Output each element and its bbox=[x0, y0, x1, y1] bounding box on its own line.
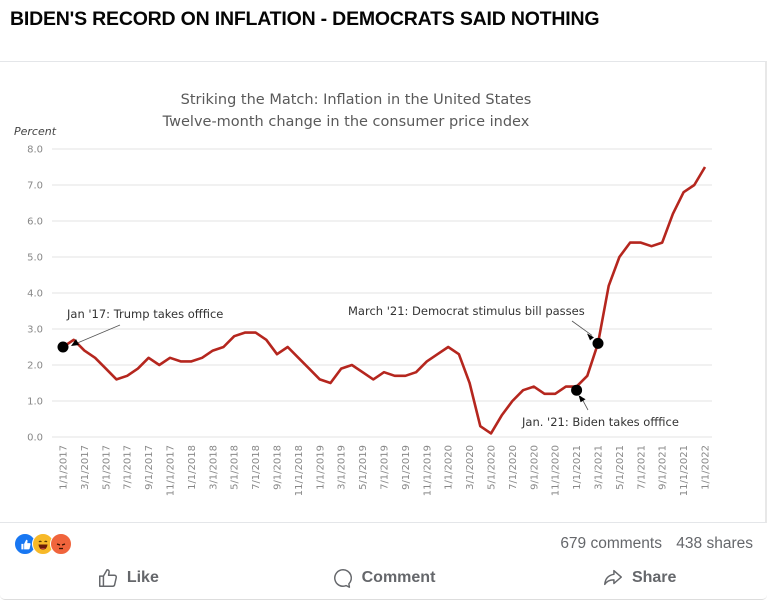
x-tick-label: 1/1/2020 bbox=[444, 445, 455, 490]
chart-image: Striking the Match: Inflation in the Uni… bbox=[0, 61, 767, 523]
thumbs-up-icon bbox=[98, 569, 117, 587]
share-label: Share bbox=[631, 569, 677, 586]
comment-button[interactable]: Comment bbox=[256, 562, 512, 594]
post-bottom-edge bbox=[0, 595, 767, 600]
x-tick-label: 11/1/2020 bbox=[551, 445, 562, 496]
x-tick-label: 7/1/2017 bbox=[123, 445, 134, 490]
y-tick-label: 8.0 bbox=[27, 145, 43, 156]
x-tick-label: 5/1/2021 bbox=[615, 445, 626, 490]
arrowhead bbox=[578, 395, 586, 403]
chart-title: Striking the Match: Inflation in the Uni… bbox=[181, 92, 532, 108]
annotation-arrow bbox=[571, 320, 593, 336]
x-tick-label: 3/1/2021 bbox=[594, 445, 605, 490]
reaction-summary[interactable] bbox=[14, 533, 72, 555]
y-tick-label: 1.0 bbox=[27, 397, 43, 408]
annotation-arrow bbox=[74, 324, 121, 345]
x-tick-label: 7/1/2019 bbox=[380, 445, 391, 490]
y-tick-label: 4.0 bbox=[27, 289, 43, 300]
x-tick-label: 5/1/2018 bbox=[230, 445, 241, 490]
x-tick-label: 3/1/2017 bbox=[80, 445, 91, 490]
comment-icon bbox=[333, 569, 352, 588]
x-tick-label: 9/1/2020 bbox=[529, 445, 540, 490]
x-tick-label: 5/1/2019 bbox=[358, 445, 369, 490]
stimulus-marker-dot bbox=[592, 337, 604, 349]
annotation-stimulus: March '21: Democrat stimulus bill passes bbox=[348, 304, 585, 318]
inflation-chart: Striking the Match: Inflation in the Uni… bbox=[14, 92, 712, 496]
y-tick-label: 3.0 bbox=[27, 325, 43, 336]
x-tick-label: 1/1/2017 bbox=[59, 445, 70, 490]
angry-reaction-icon bbox=[50, 533, 72, 555]
x-tick-label: 9/1/2021 bbox=[658, 445, 669, 490]
comments-count[interactable]: 679 comments bbox=[560, 535, 662, 552]
like-label: Like bbox=[126, 569, 159, 586]
x-tick-label: 9/1/2019 bbox=[401, 445, 412, 490]
x-tick-label: 3/1/2020 bbox=[465, 445, 476, 490]
y-axis-title: Percent bbox=[14, 125, 57, 138]
x-tick-label: 11/1/2021 bbox=[679, 445, 690, 496]
x-tick-label: 9/1/2018 bbox=[273, 445, 284, 490]
x-tick-label: 1/1/2018 bbox=[187, 445, 198, 490]
x-tick-label: 7/1/2018 bbox=[251, 445, 262, 490]
x-tick-label: 1/1/2021 bbox=[572, 445, 583, 490]
x-tick-label: 3/1/2018 bbox=[208, 445, 219, 490]
x-tick-label: 5/1/2017 bbox=[101, 445, 112, 490]
trump-marker-dot bbox=[57, 341, 69, 353]
x-tick-label: 3/1/2019 bbox=[337, 445, 348, 490]
annotation-trump: Jan '17: Trump takes offfice bbox=[66, 307, 223, 321]
engagement-stats: 679 comments 438 shares bbox=[550, 535, 753, 553]
y-tick-label: 7.0 bbox=[27, 181, 43, 192]
shares-count[interactable]: 438 shares bbox=[676, 535, 753, 552]
y-tick-label: 0.0 bbox=[27, 433, 43, 444]
arrowhead bbox=[71, 339, 79, 346]
x-tick-label: 5/1/2020 bbox=[487, 445, 498, 490]
y-tick-label: 6.0 bbox=[27, 217, 43, 228]
annotation-biden: Jan. '21: Biden takes offfice bbox=[521, 415, 679, 429]
x-tick-label: 11/1/2018 bbox=[294, 445, 305, 496]
share-button[interactable]: Share bbox=[511, 562, 767, 594]
comment-label: Comment bbox=[361, 569, 436, 586]
x-tick-label: 1/1/2022 bbox=[701, 445, 712, 490]
x-tick-label: 1/1/2019 bbox=[315, 445, 326, 490]
x-tick-label: 11/1/2017 bbox=[166, 445, 177, 496]
post-title: BIDEN'S RECORD ON INFLATION - DEMOCRATS … bbox=[10, 8, 600, 30]
x-tick-label: 9/1/2017 bbox=[144, 445, 155, 490]
y-tick-label: 5.0 bbox=[27, 253, 43, 264]
like-button[interactable]: Like bbox=[0, 562, 256, 594]
cpi-series-line bbox=[62, 166, 707, 435]
post-actions: Like Comment Share bbox=[0, 562, 767, 594]
x-tick-label: 7/1/2020 bbox=[508, 445, 519, 490]
y-tick-label: 2.0 bbox=[27, 361, 43, 372]
x-tick-label: 7/1/2021 bbox=[636, 445, 647, 490]
arrowhead bbox=[587, 333, 594, 341]
share-icon bbox=[603, 569, 622, 586]
x-tick-label: 11/1/2019 bbox=[422, 445, 433, 496]
chart-subtitle: Twelve-month change in the consumer pric… bbox=[162, 114, 530, 130]
biden-marker-dot bbox=[571, 384, 583, 396]
